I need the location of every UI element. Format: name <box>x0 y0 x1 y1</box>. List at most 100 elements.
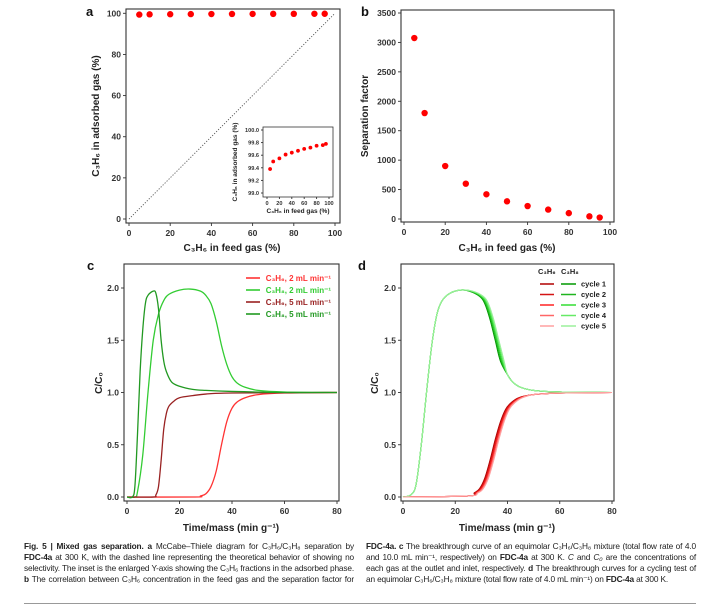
series-line <box>126 391 338 498</box>
x-tick-label: 60 <box>280 506 290 516</box>
inset-data-point <box>296 148 300 153</box>
x-tick-label: 20 <box>175 506 185 516</box>
x-tick-label: 60 <box>523 227 533 237</box>
y-tick-label: 500 <box>382 185 396 195</box>
y-tick-label: 2000 <box>377 96 396 106</box>
x-tick-label: 100 <box>328 228 342 238</box>
legend-label: cycle 2 <box>581 290 606 299</box>
data-point <box>442 162 449 170</box>
legend-label: cycle 5 <box>581 322 606 331</box>
plot-frame <box>400 263 615 502</box>
y-tick-label: 20 <box>112 173 122 183</box>
x-tick-label: 60 <box>555 506 565 516</box>
legend-label: cycle 3 <box>581 301 606 310</box>
y-tick-label: 100.0 <box>245 128 259 134</box>
legend-label: C₃H₆, 2 mL min⁻¹ <box>266 274 332 283</box>
caption-segment: FDC-4a <box>24 552 53 562</box>
panel-label-a: a <box>86 4 94 19</box>
caption-segment: are the concentrations of each gas at th… <box>366 552 696 573</box>
panel-label-b: b <box>361 4 369 19</box>
series-line <box>126 391 338 498</box>
y-tick-label: 1500 <box>377 126 396 136</box>
x-tick-label: 0 <box>127 228 132 238</box>
inset-data-point <box>320 143 325 148</box>
legend-label: C₃H₈, 5 mL min⁻¹ <box>266 310 332 319</box>
no-selectivity-reference-line <box>128 12 336 220</box>
y-tick-label: 0 <box>116 214 121 224</box>
y-tick-label: 2.0 <box>384 283 396 293</box>
c3h6-cycle-line <box>402 391 613 498</box>
data-point <box>146 11 153 18</box>
caption-segment: FDC-4a. <box>366 541 397 551</box>
caption-segment: at 300 K, with the dashed line represent… <box>24 552 354 573</box>
y-tick-label: 3000 <box>377 37 396 47</box>
x-tick-label: 20 <box>276 201 282 207</box>
y-tick-label: 2.0 <box>107 283 119 293</box>
plot-frame <box>262 126 334 198</box>
figure-caption: Fig. 5 | Mixed gas separation. a McCabe–… <box>24 541 696 597</box>
x-tick-label: 20 <box>440 227 450 237</box>
x-tick-label: 40 <box>207 228 217 238</box>
y-tick-label: 80 <box>112 49 122 59</box>
x-tick-label: 40 <box>289 201 295 207</box>
y-tick-label: 99.4 <box>248 166 260 172</box>
inset-data-point <box>302 147 307 151</box>
caption-segment: McCabe–Thiele diagram for C₃H₆/C₃H₈ sepa… <box>152 541 354 551</box>
inset-data-point <box>324 141 328 146</box>
plot-frame <box>125 8 341 224</box>
panel-label-c: c <box>87 258 94 273</box>
caption-divider <box>24 603 696 604</box>
x-axis-label: C₃H₆ in feed gas (%) <box>459 243 556 254</box>
data-point <box>208 10 215 18</box>
x-tick-label: 80 <box>313 201 319 207</box>
panel-label-d: d <box>358 258 366 273</box>
inset-data-point <box>268 167 272 171</box>
y-tick-label: 99.0 <box>248 191 259 197</box>
data-point <box>311 10 318 17</box>
data-point <box>270 10 277 18</box>
x-tick-label: 80 <box>607 506 617 516</box>
x-tick-label: 80 <box>289 228 299 238</box>
y-tick-label: 3500 <box>377 8 396 18</box>
x-tick-label: 0 <box>125 506 130 516</box>
plot-frame <box>123 263 340 502</box>
caption-segment: and <box>573 552 594 562</box>
data-point <box>596 214 603 221</box>
y-tick-label: 1.0 <box>384 388 396 398</box>
caption-segment: at 300 K. <box>633 574 668 584</box>
data-point <box>503 198 511 205</box>
caption-segment: C₀ <box>593 552 603 562</box>
caption-segment: a <box>143 541 153 551</box>
legend-label: C₃H₆, 5 mL min⁻¹ <box>266 298 332 307</box>
caption-segment: c <box>396 541 404 551</box>
y-tick-label: 99.8 <box>248 141 259 147</box>
data-point <box>228 10 236 18</box>
c3h8-cycle-line <box>402 289 613 498</box>
legend-header-c3h6: C₃H₆ <box>538 267 556 276</box>
y-tick-label: 1.0 <box>107 388 119 398</box>
caption-segment: b <box>24 574 29 584</box>
y-tick-label: 0.5 <box>107 440 119 450</box>
inset-data-point <box>308 145 313 150</box>
x-tick-label: 20 <box>165 228 175 238</box>
c3h6-cycle-line <box>402 391 613 498</box>
y-tick-label: 2500 <box>377 67 396 77</box>
y-axis-label: C/C₀ <box>370 372 381 394</box>
data-point <box>411 34 418 42</box>
caption-segment: FDC-4a <box>499 552 528 562</box>
legend-header-c3h8: C₃H₈ <box>561 267 579 276</box>
x-tick-label: 60 <box>301 201 307 207</box>
caption-segment: The breakthrough curves for a cycling te… <box>366 563 696 584</box>
y-tick-label: 0 <box>391 214 396 224</box>
plot-frame <box>400 9 615 223</box>
inset-x-axis-label: C₃H₆ in feed gas (%) <box>266 208 329 215</box>
x-tick-label: 0 <box>265 201 268 207</box>
data-point <box>545 206 552 213</box>
data-point <box>483 191 490 198</box>
inset-data-point <box>277 156 282 161</box>
legend-label: cycle 1 <box>581 280 606 289</box>
data-point <box>565 209 572 217</box>
legend-label: cycle 4 <box>581 311 607 320</box>
data-point <box>321 10 328 17</box>
